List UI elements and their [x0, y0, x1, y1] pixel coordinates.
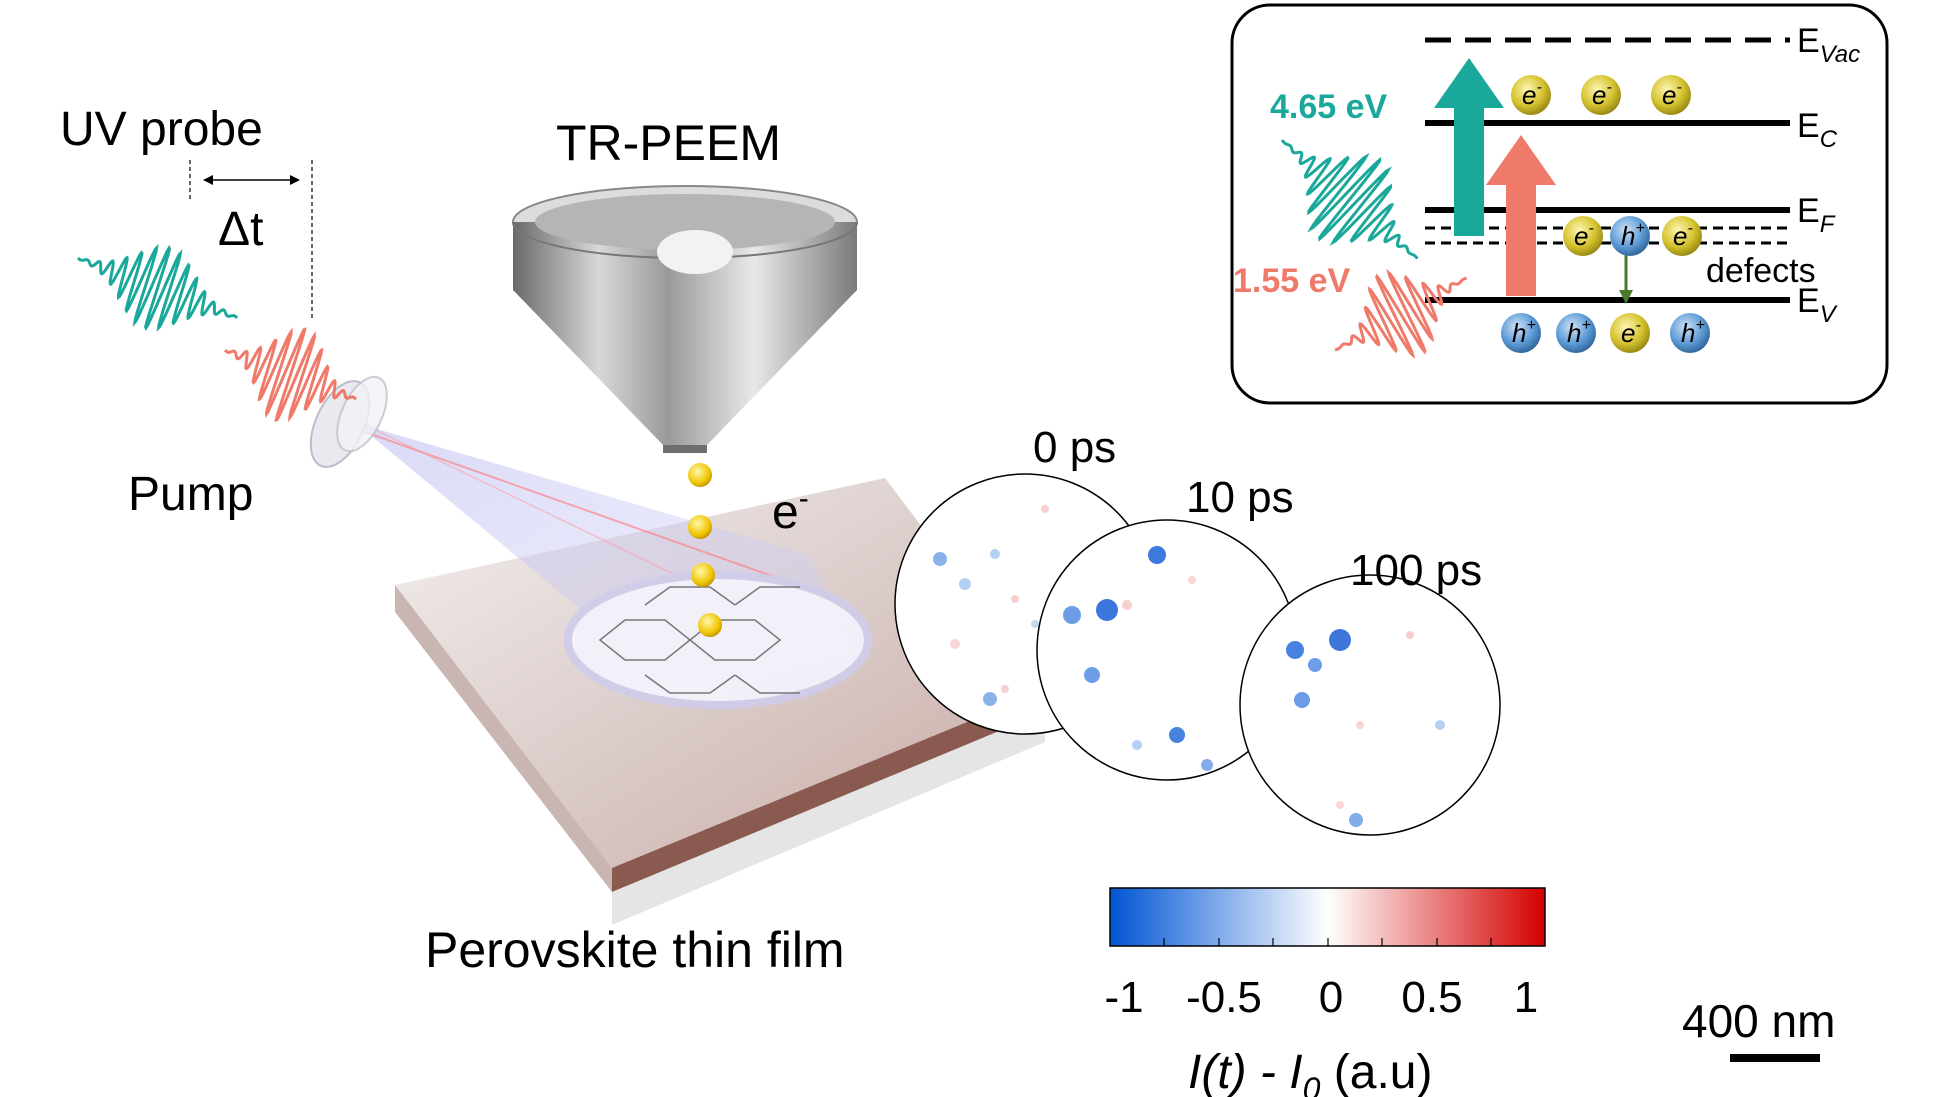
band-diagram: EVac EC EF EV defects 4.65 eV 1.55 eV e-…: [1230, 3, 1889, 405]
lens: [309, 375, 388, 468]
svg-text:e-: e-: [1673, 220, 1693, 251]
svg-text:h+: h+: [1681, 317, 1705, 348]
photoelectron: [688, 515, 712, 539]
map-100ps: [1239, 574, 1501, 836]
photoelectron: [691, 563, 715, 587]
electron: e-: [1610, 313, 1650, 353]
colorbar-tick: 0: [1319, 973, 1343, 1022]
delay-indicator: [189, 160, 313, 320]
level-label-f: EF: [1797, 192, 1836, 238]
pump-energy-label: 1.55 eV: [1233, 262, 1351, 300]
pump-excitation-arrow: [1486, 135, 1556, 296]
svg-text:h+: h+: [1567, 317, 1591, 348]
electron: e-: [1511, 75, 1551, 115]
emitted-electrons: [688, 463, 722, 637]
svg-text:e-: e-: [1522, 79, 1542, 110]
tr-peem-label: TR-PEEM: [556, 115, 781, 171]
time-label-10ps: 10 ps: [1186, 473, 1294, 522]
svg-text:e-: e-: [1574, 220, 1594, 251]
hole: h+: [1610, 216, 1650, 256]
colorbar-tick: 1: [1514, 973, 1538, 1022]
uv-probe-label: UV probe: [60, 103, 263, 156]
peem-lens-cone: [512, 185, 858, 453]
photoelectron: [698, 613, 722, 637]
time-label-100ps: 100 ps: [1350, 546, 1482, 595]
level-label-vac: EVac: [1797, 22, 1860, 68]
hexagonal-lattice: [564, 571, 872, 709]
probe-excitation-arrow: [1434, 58, 1504, 236]
svg-text:e-: e-: [1621, 317, 1641, 348]
electron: e-: [1581, 75, 1621, 115]
electron: e-: [1662, 216, 1702, 256]
probe-energy-label: 4.65 eV: [1270, 88, 1388, 126]
level-label-c: EC: [1797, 107, 1838, 153]
svg-text:h+: h+: [1512, 317, 1536, 348]
hole: h+: [1670, 313, 1710, 353]
colorbar-tick: -1: [1104, 973, 1143, 1022]
level-label-v: EV: [1797, 282, 1838, 328]
colorbar-tick: -0.5: [1186, 973, 1262, 1022]
colorbar: [1109, 887, 1546, 947]
scalebar: [1730, 1054, 1820, 1062]
band-pump-pulse: [1334, 268, 1468, 359]
electron: e-: [1651, 75, 1691, 115]
defects-label: defects: [1706, 252, 1816, 290]
perovskite-label: Perovskite thin film: [425, 922, 845, 978]
svg-text:h+: h+: [1621, 220, 1645, 251]
pump-label: Pump: [128, 468, 253, 521]
carriers: e-e-e-e-h+ e-h+ h+ e-h+: [1501, 75, 1710, 353]
hole: h+: [1501, 313, 1541, 353]
hole: h+: [1556, 313, 1596, 353]
svg-text:e-: e-: [1592, 79, 1612, 110]
map-10ps: [1036, 519, 1298, 781]
time-label-0ps: 0 ps: [1033, 423, 1116, 472]
delta-t-label: Δt: [218, 203, 263, 256]
scalebar-label: 400 nm: [1682, 995, 1835, 1047]
svg-text:e-: e-: [1662, 79, 1682, 110]
band-probe-pulse: [1280, 139, 1419, 260]
photoelectron: [688, 463, 712, 487]
electron-label: e-: [772, 482, 809, 539]
pump-pulse: [223, 327, 358, 423]
colorbar-tick: 0.5: [1401, 973, 1462, 1022]
colorbar-label: I(t) - I0 (a.u): [1188, 1046, 1432, 1097]
electron: e-: [1563, 216, 1603, 256]
probe-pulse: [76, 243, 239, 332]
recombination-arrow: [1619, 290, 1633, 304]
